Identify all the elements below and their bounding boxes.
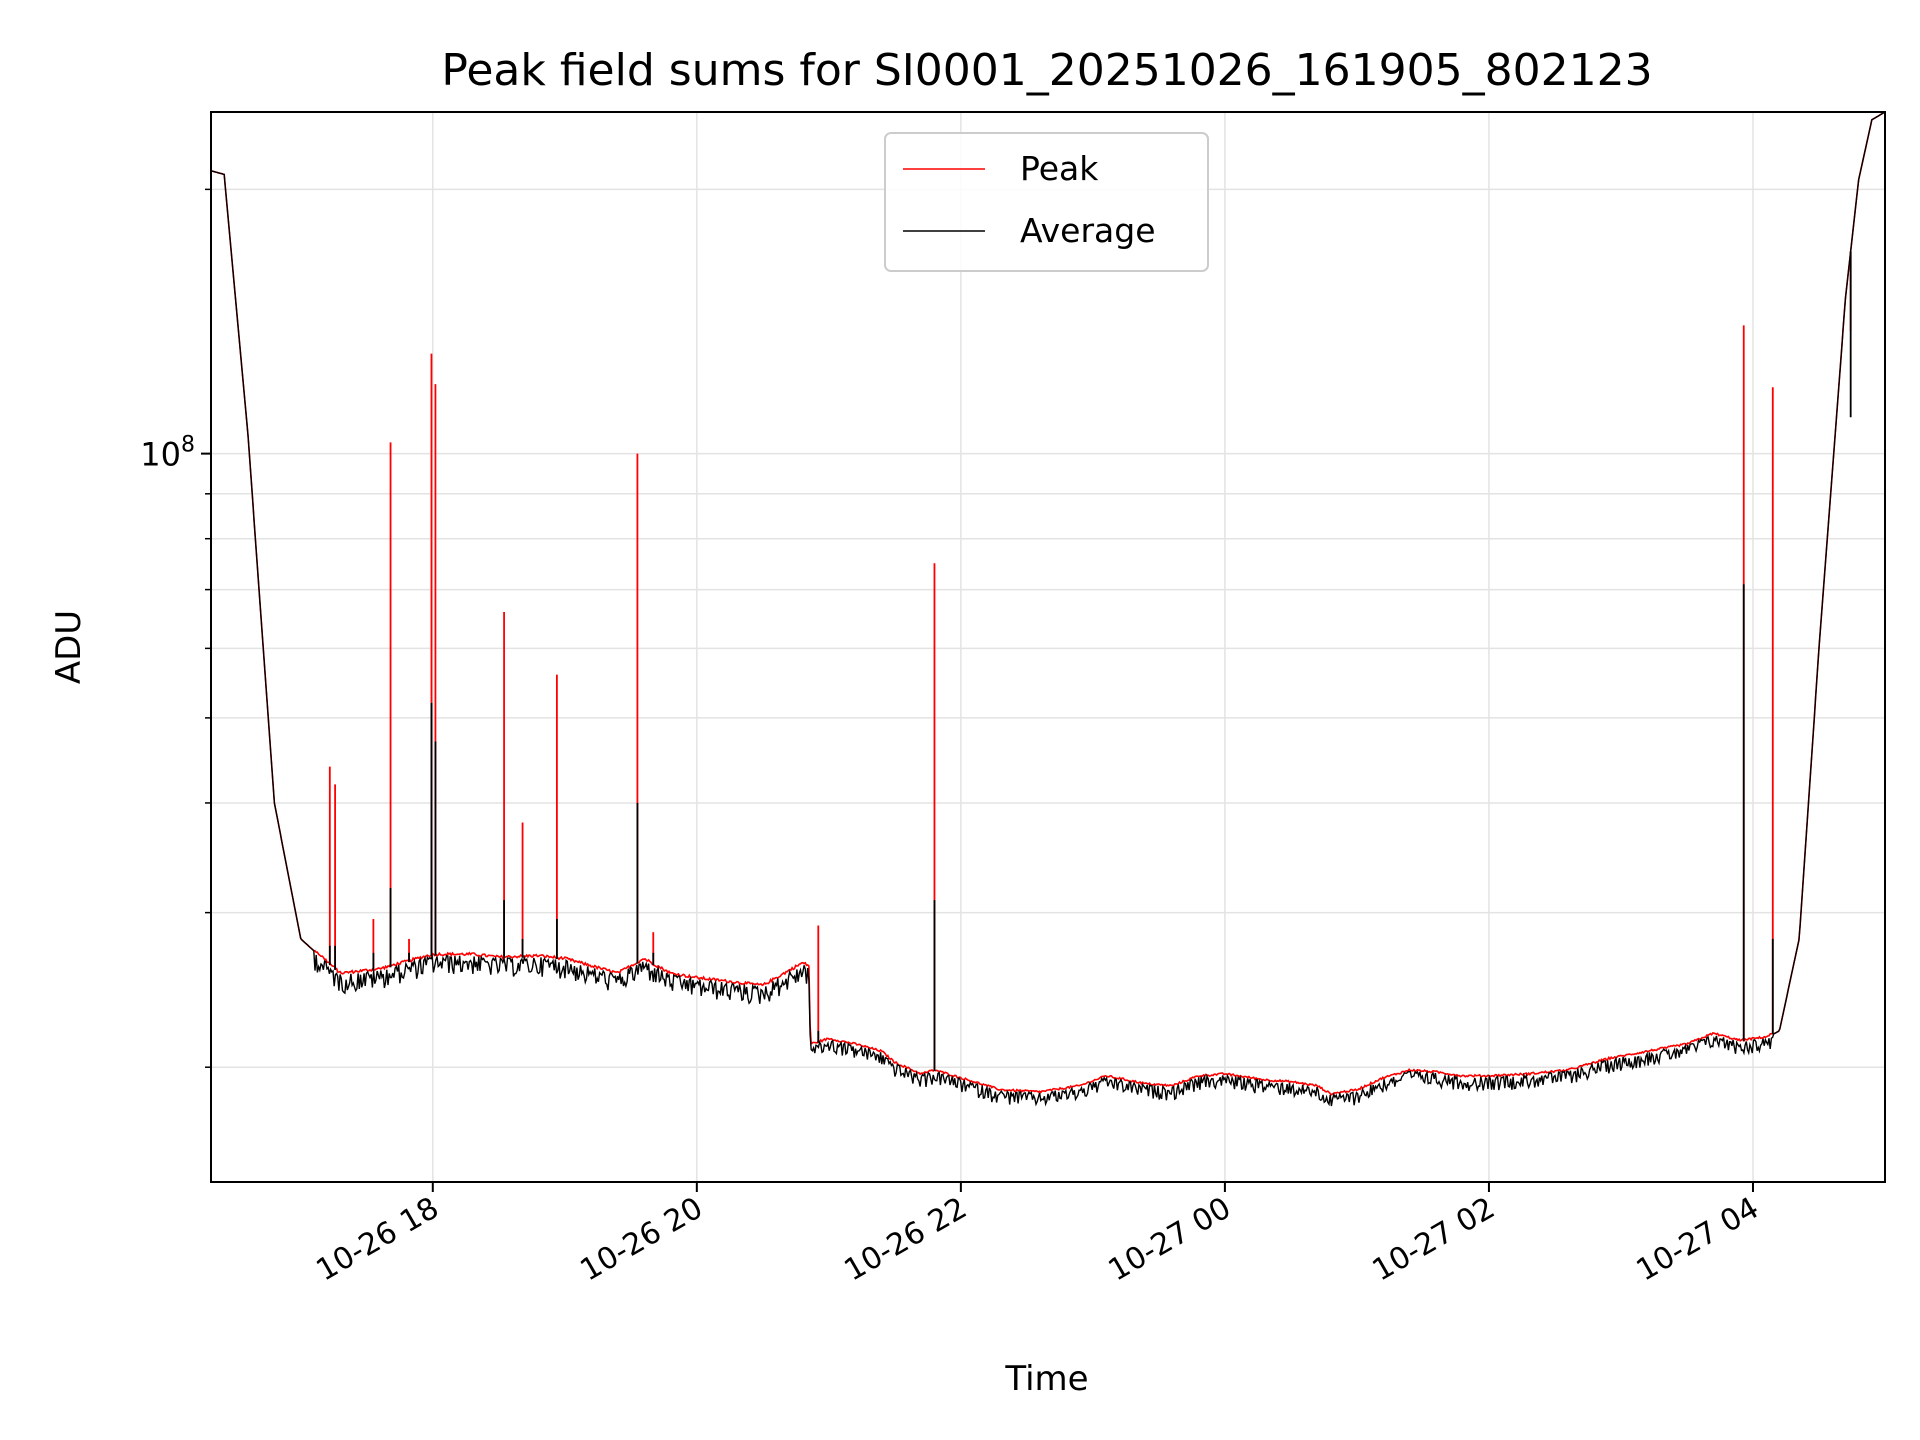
series-line-peak (211, 112, 1885, 1096)
legend: Peak Average (884, 132, 1209, 272)
legend-label: Peak (1020, 149, 1099, 188)
series-line-average (211, 112, 1885, 1107)
plot-frame (210, 111, 1886, 1183)
legend-label: Average (1020, 211, 1156, 250)
x-axis-label: Time (1004, 1359, 1088, 1399)
chart-title: Peak field sums for SI0001_20251026_1619… (441, 45, 1652, 96)
y-axis-label: ADU (49, 610, 89, 684)
legend-box (884, 132, 1209, 272)
series-layer (211, 112, 1885, 1107)
